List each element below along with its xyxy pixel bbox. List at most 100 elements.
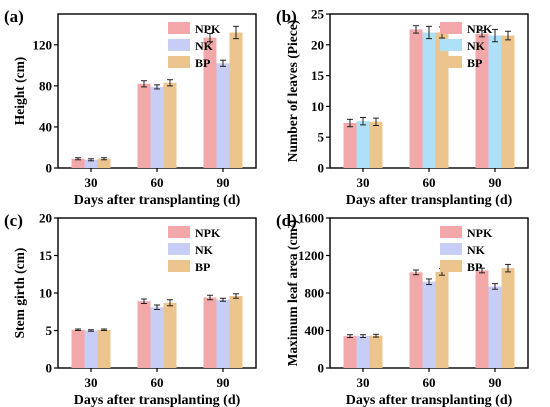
bar-npk-90: [475, 270, 489, 368]
x-tick-label: 30: [357, 175, 370, 190]
bar-npk-30: [71, 329, 85, 368]
y-axis-label: Stem girth (cm): [12, 248, 27, 339]
legend-label-nk: NK: [195, 39, 214, 53]
legend-label-bp: BP: [467, 260, 482, 274]
bar-npk-60: [409, 29, 423, 169]
x-tick-label: 30: [357, 375, 370, 390]
error-bar-npk-30: [347, 334, 353, 339]
y-tick-label: 800: [305, 286, 325, 301]
y-tick-label: 15: [311, 68, 325, 83]
legend-swatch-npk: [440, 22, 462, 34]
x-tick-label: 90: [217, 375, 230, 390]
bar-nk-90: [216, 299, 230, 368]
legend-label-npk: NPK: [195, 22, 221, 36]
legend-label-npk: NPK: [467, 226, 493, 240]
error-bar-npk-30: [75, 157, 81, 161]
legend-label-bp: BP: [467, 56, 482, 70]
y-tick-label: 5: [318, 130, 325, 145]
error-bar-bp-90: [505, 263, 511, 273]
error-bar-bp-30: [373, 333, 379, 338]
x-axis-label: Days after transplanting (d): [346, 393, 513, 407]
bar-bp-90: [501, 268, 515, 368]
x-tick-label: 60: [151, 175, 164, 190]
bar-bp-90: [501, 35, 515, 169]
bar-bp-30: [97, 158, 111, 168]
x-axis-label: Days after transplanting (d): [74, 393, 241, 407]
bar-nk-30: [356, 121, 370, 168]
bar-bp-30: [97, 329, 111, 368]
chart-panel-2: 0 5 10 15 20 25 30 60 90 NPK NK BP Days after transp…: [276, 7, 529, 208]
bar-nk-60: [150, 86, 164, 168]
y-tick-label: 10: [39, 286, 52, 301]
bar-bp-60: [163, 302, 177, 368]
y-tick-label: 5: [46, 323, 53, 338]
legend-swatch-bp: [440, 56, 462, 68]
x-tick-label: 60: [423, 375, 436, 390]
legend-label-nk: NK: [467, 243, 486, 257]
bar-nk-90: [216, 63, 230, 168]
x-axis-label: Days after transplanting (d): [74, 193, 241, 208]
legend-label-npk: NPK: [467, 22, 493, 36]
error-bar-npk-90: [479, 30, 485, 38]
x-axis-label: Days after transplanting (d): [346, 193, 513, 208]
error-bar-nk-30: [88, 158, 94, 162]
legend-label-npk: NPK: [195, 226, 221, 240]
bar-nk-60: [422, 32, 436, 169]
error-bar-npk-60: [141, 80, 147, 88]
bar-npk-30: [343, 123, 357, 168]
bar-bp-30: [369, 121, 383, 168]
bar-nk-30: [84, 159, 98, 168]
y-tick-label: 15: [39, 248, 53, 263]
legend-swatch-npk: [168, 226, 190, 238]
bar-npk-90: [475, 33, 489, 168]
y-tick-label: 25: [311, 7, 325, 22]
y-tick-label: 0: [46, 361, 53, 376]
bar-bp-60: [435, 32, 449, 169]
y-tick-label: 10: [311, 99, 324, 114]
bar-bp-90: [229, 32, 243, 169]
legend-label-nk: NK: [195, 243, 214, 257]
error-bar-bp-30: [101, 328, 107, 331]
y-tick-label: 40: [39, 119, 52, 134]
bar-nk-30: [356, 336, 370, 368]
y-axis-label: Maximum leaf area (cm²): [285, 220, 300, 367]
error-bar-bp-60: [167, 299, 173, 307]
bar-npk-60: [137, 83, 151, 168]
error-bar-nk-30: [360, 116, 366, 126]
y-tick-label: 1200: [298, 248, 324, 263]
y-tick-label: 400: [305, 323, 325, 338]
legend-swatch-nk: [440, 39, 462, 51]
bar-npk-60: [137, 301, 151, 368]
bar-bp-30: [369, 335, 383, 368]
panel-label: (d): [276, 211, 297, 230]
error-bar-npk-90: [479, 267, 485, 274]
error-bar-bp-30: [373, 117, 379, 126]
bar-nk-90: [488, 35, 502, 169]
x-tick-label: 60: [423, 175, 436, 190]
error-bar-nk-60: [426, 278, 432, 286]
x-tick-label: 30: [85, 175, 98, 190]
x-tick-label: 90: [217, 175, 230, 190]
bar-bp-60: [435, 271, 449, 368]
legend-swatch-bp: [168, 260, 190, 272]
error-bar-nk-30: [88, 329, 94, 332]
bar-npk-30: [343, 336, 357, 368]
bar-bp-90: [229, 296, 243, 368]
error-bar-bp-60: [167, 79, 173, 87]
legend-swatch-npk: [168, 22, 190, 34]
panel-label: (a): [4, 7, 24, 26]
panel-label: (b): [276, 7, 297, 26]
error-bar-nk-30: [360, 334, 366, 339]
error-bar-nk-90: [492, 28, 498, 43]
y-tick-label: 120: [33, 37, 53, 52]
error-bar-bp-90: [233, 293, 239, 299]
error-bar-npk-90: [207, 294, 213, 301]
legend-swatch-npk: [440, 226, 462, 238]
y-tick-label: 0: [318, 161, 325, 176]
chart-panel-4: 0 400 800 1200 1600 30 60 90 NPK NK BP Days after t…: [276, 211, 529, 407]
legend-swatch-nk: [440, 243, 462, 255]
error-bar-nk-90: [220, 297, 226, 302]
bar-npk-30: [71, 158, 85, 168]
y-tick-label: 1600: [298, 211, 324, 226]
y-tick-label: 20: [39, 211, 52, 226]
